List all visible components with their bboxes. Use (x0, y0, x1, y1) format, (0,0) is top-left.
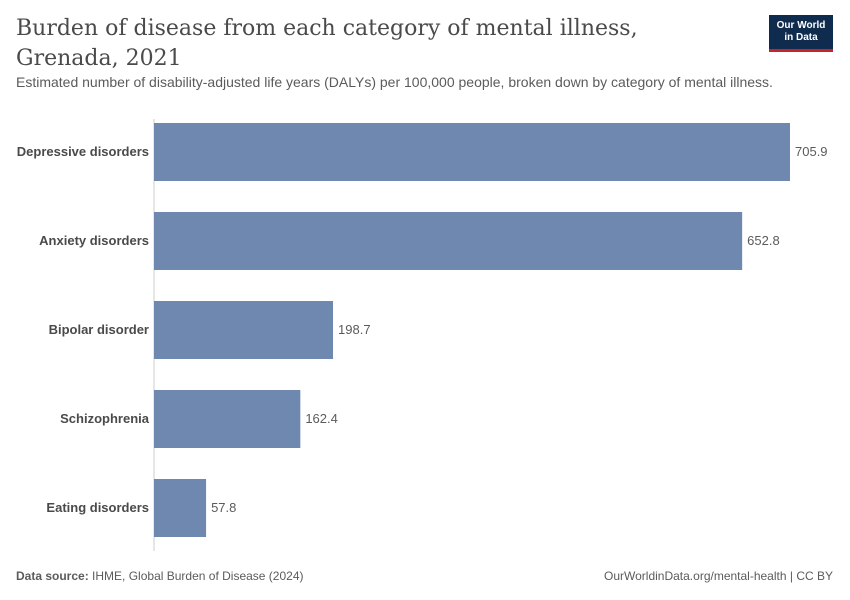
chart-subtitle: Estimated number of disability-adjusted … (16, 74, 773, 90)
logo-line-1: Our World (776, 20, 826, 31)
data-source-label: Data source: (16, 569, 89, 583)
category-label: Anxiety disorders (39, 233, 149, 248)
category-label: Eating disorders (46, 500, 149, 515)
value-label: 705.9 (795, 144, 828, 159)
category-label: Schizophrenia (60, 411, 150, 426)
owid-logo[interactable]: Our World in Data (769, 15, 833, 52)
bar[interactable] (154, 390, 301, 448)
category-label: Bipolar disorder (49, 322, 149, 337)
category-label: Depressive disorders (17, 144, 149, 159)
data-source-text[interactable]: IHME, Global Burden of Disease (2024) (92, 569, 304, 583)
bar[interactable] (154, 212, 743, 270)
footer-link[interactable]: OurWorldinData.org/mental-health | CC BY (604, 569, 833, 583)
data-source: Data source: IHME, Global Burden of Dise… (16, 569, 303, 583)
bar[interactable] (154, 301, 334, 359)
chart-title: Burden of disease from each category of … (16, 16, 638, 71)
value-label: 198.7 (338, 322, 371, 337)
value-label: 652.8 (747, 233, 780, 248)
bar[interactable] (154, 123, 790, 181)
value-label: 162.4 (305, 411, 338, 426)
logo-line-2: in Data (784, 32, 818, 43)
bar[interactable] (154, 479, 207, 537)
value-label: 57.8 (211, 500, 236, 515)
